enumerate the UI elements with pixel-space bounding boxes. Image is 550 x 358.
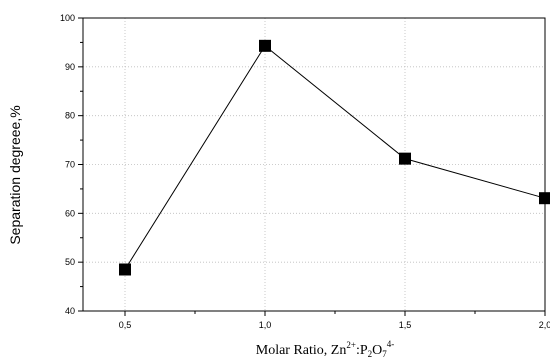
series-line <box>124 45 546 270</box>
x-axis-label-sub2: 7 <box>382 349 387 358</box>
data-point <box>259 39 271 52</box>
y-tick-label: 40 <box>65 306 75 316</box>
data-point <box>399 152 411 165</box>
data-point <box>119 263 131 276</box>
y-tick-label: 50 <box>65 257 75 267</box>
y-tick-label: 70 <box>65 160 75 170</box>
y-tick-label: 80 <box>65 111 75 121</box>
x-tick-label: 2,0 <box>539 320 550 330</box>
x-axis-label-mid: :P <box>356 343 368 358</box>
x-tick-label: 0,5 <box>119 320 132 330</box>
x-axis-label: Molar Ratio, Zn2+:P2O74- <box>256 339 395 358</box>
y-tick-label: 100 <box>60 13 75 23</box>
y-axis-label: Separation degreee,% <box>7 105 23 244</box>
x-axis-label-sup2: 4- <box>387 339 395 349</box>
series-group <box>119 39 550 276</box>
y-tick-label: 60 <box>65 208 75 218</box>
data-point <box>539 192 550 205</box>
x-axis-label-base: Molar Ratio, Zn <box>256 343 347 358</box>
x-axis-label-sup1: 2+ <box>346 340 356 350</box>
x-axis-label-mid2: O <box>372 343 382 358</box>
y-tick-label: 90 <box>65 62 75 72</box>
x-tick-label: 1,5 <box>399 320 412 330</box>
x-axis-label-sub1: 2 <box>368 349 373 358</box>
x-tick-label: 1,0 <box>259 320 272 330</box>
grid <box>83 18 546 311</box>
axis-ticks: 40 50 60 70 80 90 100 0,5 1,0 1,5 2,0 <box>60 13 550 330</box>
